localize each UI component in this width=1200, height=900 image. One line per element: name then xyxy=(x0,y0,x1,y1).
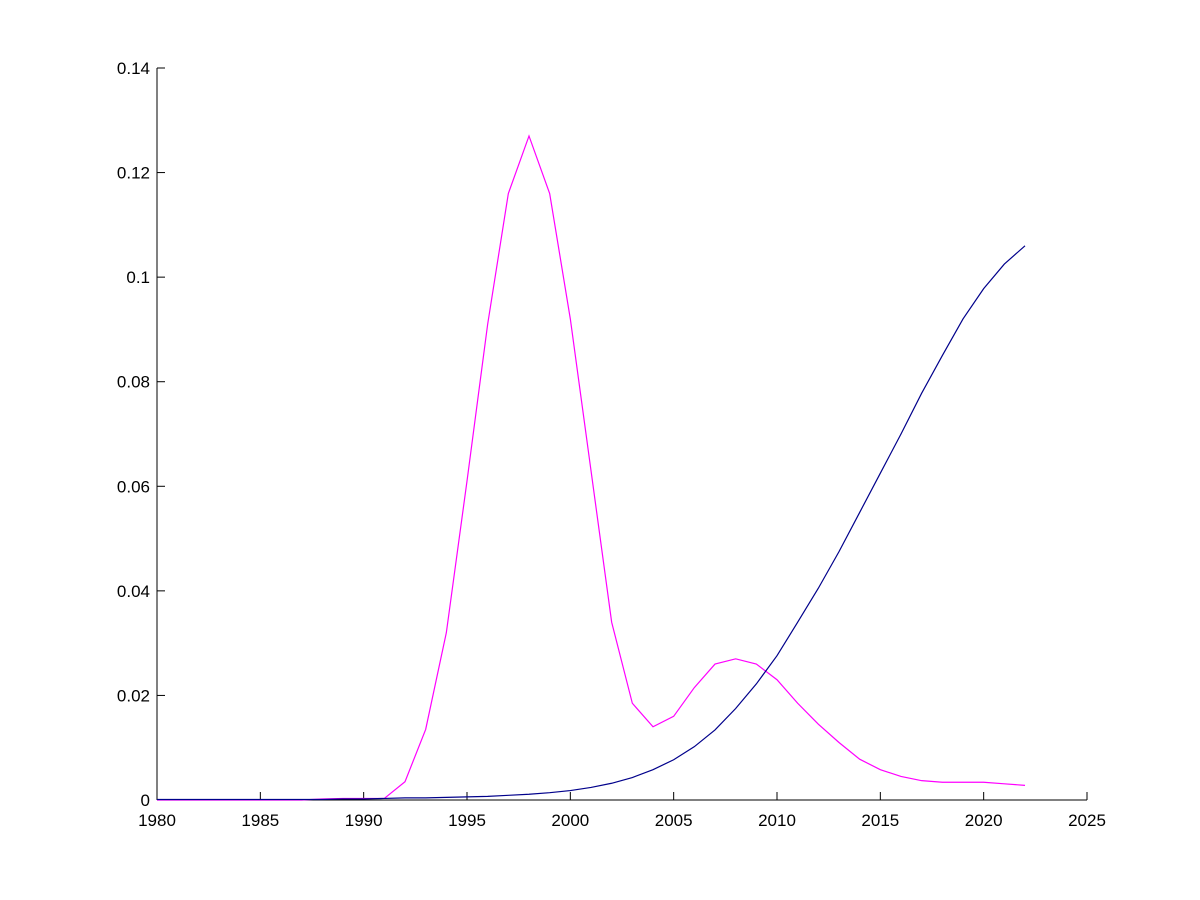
x-tick-label: 2020 xyxy=(965,811,1003,830)
y-tick-label: 0.14 xyxy=(117,59,150,78)
y-tick-label: 0.04 xyxy=(117,582,150,601)
y-tick-label: 0.02 xyxy=(117,686,150,705)
y-tick-label: 0.08 xyxy=(117,373,150,392)
x-tick-label: 1980 xyxy=(138,811,176,830)
x-tick-label: 2005 xyxy=(655,811,693,830)
x-tick-label: 1985 xyxy=(241,811,279,830)
y-tick-label: 0.06 xyxy=(117,477,150,496)
x-tick-label: 2025 xyxy=(1068,811,1106,830)
y-tick-label: 0.12 xyxy=(117,164,150,183)
x-tick-label: 2010 xyxy=(758,811,796,830)
x-tick-label: 1990 xyxy=(345,811,383,830)
x-tick-label: 1995 xyxy=(448,811,486,830)
x-tick-label: 2000 xyxy=(551,811,589,830)
series-line xyxy=(157,245,1026,801)
y-tick-label: 0 xyxy=(141,791,150,810)
x-tick-label: 2015 xyxy=(861,811,899,830)
y-tick-label: 0.1 xyxy=(126,268,150,287)
